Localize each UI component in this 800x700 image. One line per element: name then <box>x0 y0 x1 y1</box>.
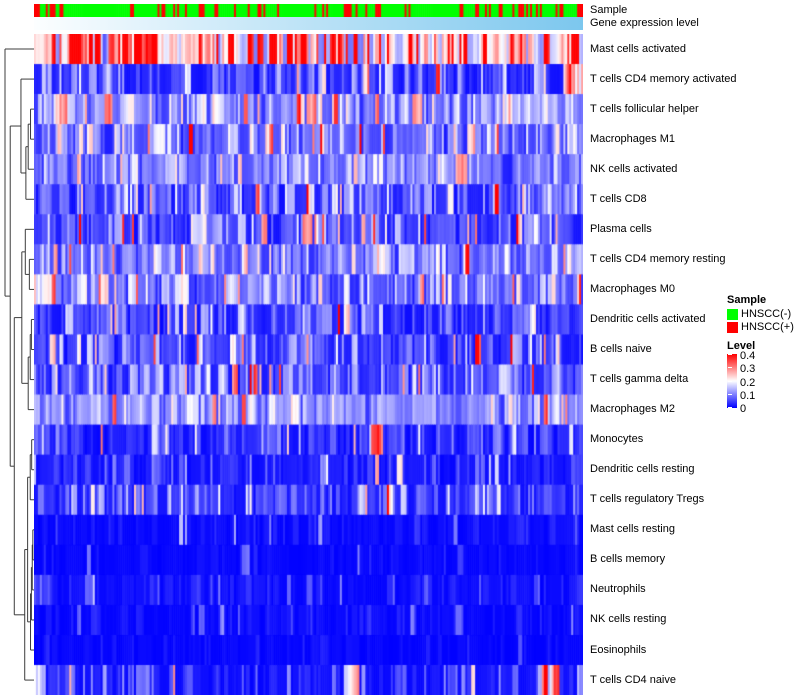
row-label-14: Dendritic cells resting <box>590 463 695 476</box>
hnscc-pos-swatch <box>727 322 738 333</box>
row-label-21: T cells CD4 naive <box>590 673 676 686</box>
sample-annotation-bar <box>34 4 583 17</box>
heatmap-canvas <box>34 34 583 695</box>
gene-expression-annotation-label: Gene expression level <box>590 17 699 29</box>
row-label-2: T cells follicular helper <box>590 102 699 115</box>
legend-item-hnscc-pos: HNSCC(+) <box>727 321 799 334</box>
legend-item-hnscc-neg: HNSCC(-) <box>727 308 799 321</box>
row-label-18: Neutrophils <box>590 583 646 596</box>
row-label-15: T cells regulatory Tregs <box>590 493 705 506</box>
row-label-6: Plasma cells <box>590 222 652 235</box>
level-colorbar <box>727 354 737 408</box>
row-label-12: Macrophages M2 <box>590 403 675 416</box>
row-label-5: T cells CD8 <box>590 192 647 205</box>
legend-sample-title: Sample <box>727 294 767 306</box>
hnscc-neg-swatch <box>727 309 738 320</box>
row-label-20: Eosinophils <box>590 643 647 656</box>
row-label-19: NK cells resting <box>590 613 667 626</box>
row-label-3: Macrophages M1 <box>590 132 675 145</box>
row-label-9: Dendritic cells activated <box>590 312 706 325</box>
row-label-13: Monocytes <box>590 433 644 446</box>
row-label-16: Mast cells resting <box>590 523 675 536</box>
legend: Sample HNSCC(-) HNSCC(+) Level 0.4 0.3 0… <box>727 294 799 415</box>
row-label-0: Mast cells activated <box>590 42 686 55</box>
row-label-4: NK cells activated <box>590 162 678 175</box>
gene-expression-annotation-bar <box>34 17 583 30</box>
row-label-17: B cells memory <box>590 553 666 566</box>
level-tick-0.1: 0.1 <box>740 390 756 402</box>
level-tick-0.4: 0.4 <box>740 350 756 362</box>
row-label-10: B cells naive <box>590 343 652 356</box>
legend-level-title: Level <box>727 340 756 352</box>
row-label-7: T cells CD4 memory resting <box>590 252 726 265</box>
row-labels: Mast cells activated T cells CD4 memory a… <box>590 0 790 700</box>
row-dendrogram <box>4 48 34 681</box>
hnscc-pos-label: HNSCC(+) <box>741 321 794 333</box>
row-label-8: Macrophages M0 <box>590 282 675 295</box>
level-tick-0.2: 0.2 <box>740 377 756 389</box>
level-tick-0: 0 <box>740 403 747 415</box>
hnscc-neg-label: HNSCC(-) <box>741 308 792 320</box>
row-label-11: T cells gamma delta <box>590 373 689 386</box>
sample-annotation-label: Sample <box>590 4 628 16</box>
row-label-1: T cells CD4 memory activated <box>590 72 737 85</box>
level-tick-0.3: 0.3 <box>740 363 756 375</box>
